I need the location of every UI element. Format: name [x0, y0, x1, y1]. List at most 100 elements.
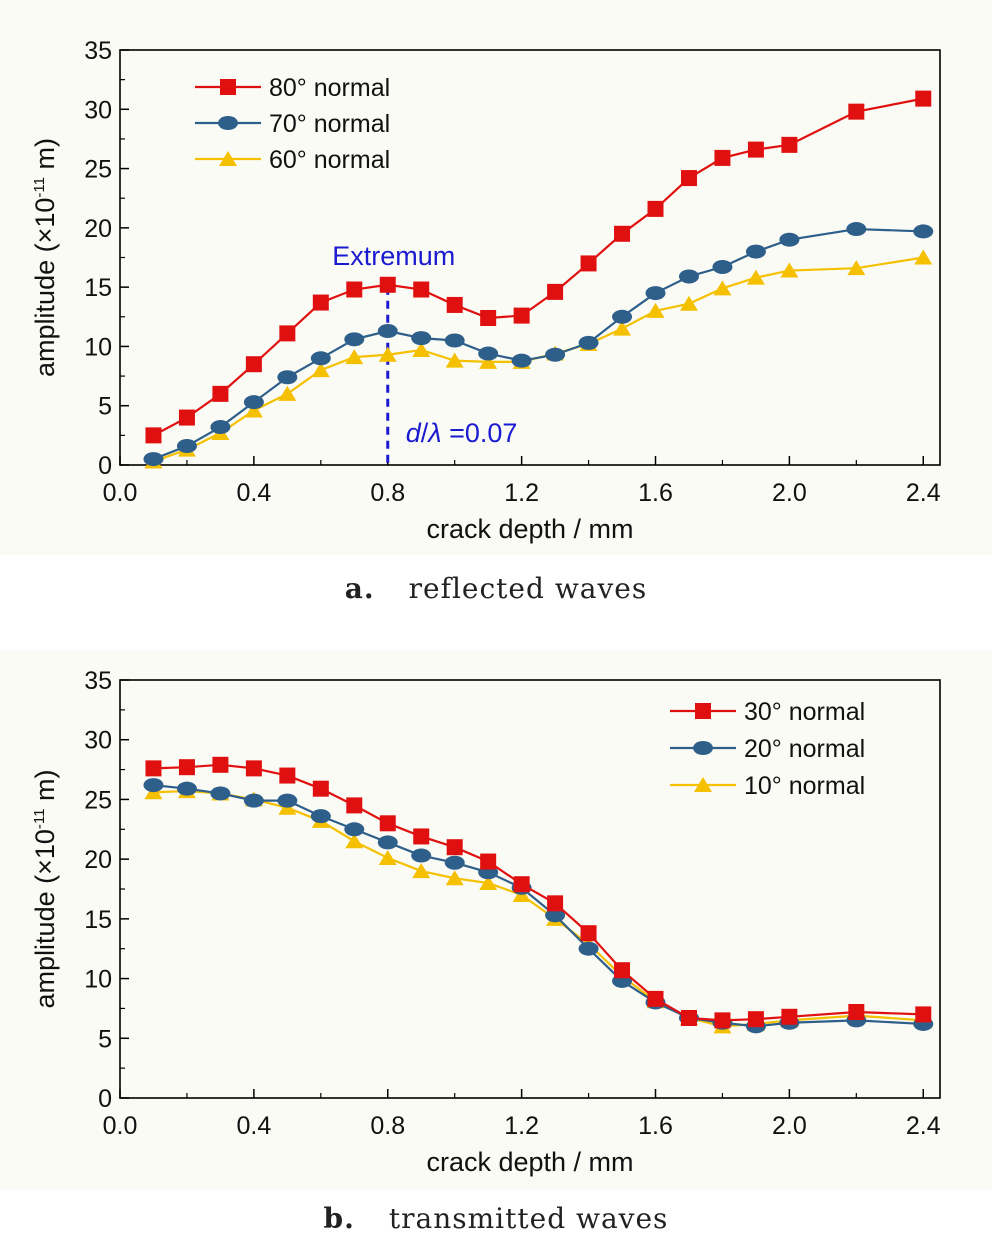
- data-point: [145, 760, 162, 777]
- panel-a-background: [0, 0, 992, 555]
- extremum-label: Extremum: [332, 241, 455, 271]
- data-point: [848, 1004, 865, 1021]
- data-point: [848, 103, 865, 120]
- data-point: [145, 427, 162, 444]
- x-tick-label: 1.6: [638, 479, 673, 507]
- x-tick-label: 0.4: [236, 479, 271, 507]
- x-tick-label: 1.6: [638, 1112, 673, 1140]
- data-point: [379, 276, 396, 293]
- series-triangle-a: [144, 249, 933, 469]
- data-point: [378, 849, 397, 865]
- data-point: [176, 439, 197, 454]
- y-tick-label: 0: [98, 1085, 112, 1113]
- data-point: [377, 835, 398, 850]
- legend-a: 80° normal 70° normal 60° normal: [195, 74, 390, 174]
- legend-label: 20° normal: [744, 735, 865, 763]
- y-tick-label: 5: [98, 393, 112, 421]
- data-point: [446, 296, 463, 313]
- data-point: [479, 875, 498, 891]
- data-point: [212, 385, 229, 402]
- y-tick-label: 25: [84, 156, 112, 184]
- data-point: [312, 780, 329, 797]
- y-tick-label: 20: [84, 215, 112, 243]
- data-point: [545, 347, 566, 362]
- data-point: [346, 797, 363, 814]
- data-point: [646, 302, 665, 318]
- data-point: [413, 828, 430, 845]
- data-point: [580, 255, 597, 272]
- legend-b: 30° normal 20° normal 10° normal: [670, 698, 865, 800]
- data-point: [344, 822, 365, 837]
- data-point: [344, 332, 365, 347]
- data-point: [578, 941, 599, 956]
- y-tick-label: 25: [84, 786, 112, 814]
- series-line: [153, 789, 924, 1028]
- y-tick-label: 35: [84, 667, 112, 695]
- data-point: [513, 307, 530, 324]
- series-line: [153, 763, 924, 1022]
- data-point: [210, 786, 231, 801]
- data-point: [312, 294, 329, 311]
- caption-a-letter: a.: [344, 572, 375, 605]
- data-point: [178, 759, 195, 776]
- data-point: [511, 353, 532, 368]
- series-triangle-b: [144, 783, 933, 1034]
- data-point: [578, 335, 599, 350]
- x-tick-label: 0.4: [236, 1112, 271, 1140]
- data-point: [713, 280, 732, 296]
- data-point: [379, 815, 396, 832]
- x-axis-title: crack depth / mm: [426, 514, 633, 544]
- data-point: [745, 244, 766, 259]
- x-tick-label: 0.0: [103, 1112, 138, 1140]
- data-point: [143, 778, 164, 793]
- y-tick-label: 20: [84, 846, 112, 874]
- data-point: [747, 1011, 764, 1028]
- series-line: [153, 256, 924, 463]
- data-point: [678, 269, 699, 284]
- x-tick-label: 0.8: [370, 1112, 405, 1140]
- data-point: [680, 1009, 697, 1026]
- data-point: [612, 309, 633, 324]
- data-point: [846, 222, 867, 237]
- series-line: [153, 227, 924, 461]
- data-point: [244, 402, 263, 418]
- data-point: [346, 281, 363, 298]
- y-tick-label: 30: [84, 727, 112, 755]
- data-point: [647, 200, 664, 217]
- y-tick-label: 5: [98, 1025, 112, 1053]
- y-tick-label: 10: [84, 966, 112, 994]
- data-point: [614, 962, 631, 979]
- data-point: [245, 760, 262, 777]
- data-point: [847, 260, 866, 276]
- data-point: [714, 1012, 731, 1029]
- legend-label: 80° normal: [269, 74, 390, 102]
- data-point: [212, 756, 229, 773]
- series-line: [153, 784, 924, 1028]
- y-tick-label: 30: [84, 96, 112, 124]
- y-tick-label: 0: [98, 452, 112, 480]
- data-point: [444, 855, 465, 870]
- data-point: [279, 325, 296, 342]
- chart-panel-a: 0 5 10 15 20 25 30 35 0.0 0.4 0.8 1.2 1.6 2.0 2.4 crack…: [30, 37, 941, 544]
- data-point: [412, 863, 431, 879]
- x-tick-label: 1.2: [504, 479, 539, 507]
- series-square-a: [145, 90, 932, 444]
- x-tick-label: 2.4: [906, 1112, 941, 1140]
- legend-label: 10° normal: [744, 772, 865, 800]
- data-point: [547, 283, 564, 300]
- y-tick-label: 10: [84, 333, 112, 361]
- legend-marker: [695, 703, 711, 719]
- data-point: [712, 259, 733, 274]
- data-point: [345, 349, 364, 365]
- data-point: [413, 281, 430, 298]
- data-point: [277, 793, 298, 808]
- data-point: [143, 452, 164, 467]
- y-axis-title: amplitude (×10-11 m): [30, 138, 60, 377]
- data-point: [178, 409, 195, 426]
- data-point: [377, 324, 398, 339]
- series-square-b: [145, 756, 932, 1029]
- y-tick-label: 15: [84, 906, 112, 934]
- x-tick-label: 2.4: [906, 479, 941, 507]
- legend-label: 70° normal: [269, 110, 390, 138]
